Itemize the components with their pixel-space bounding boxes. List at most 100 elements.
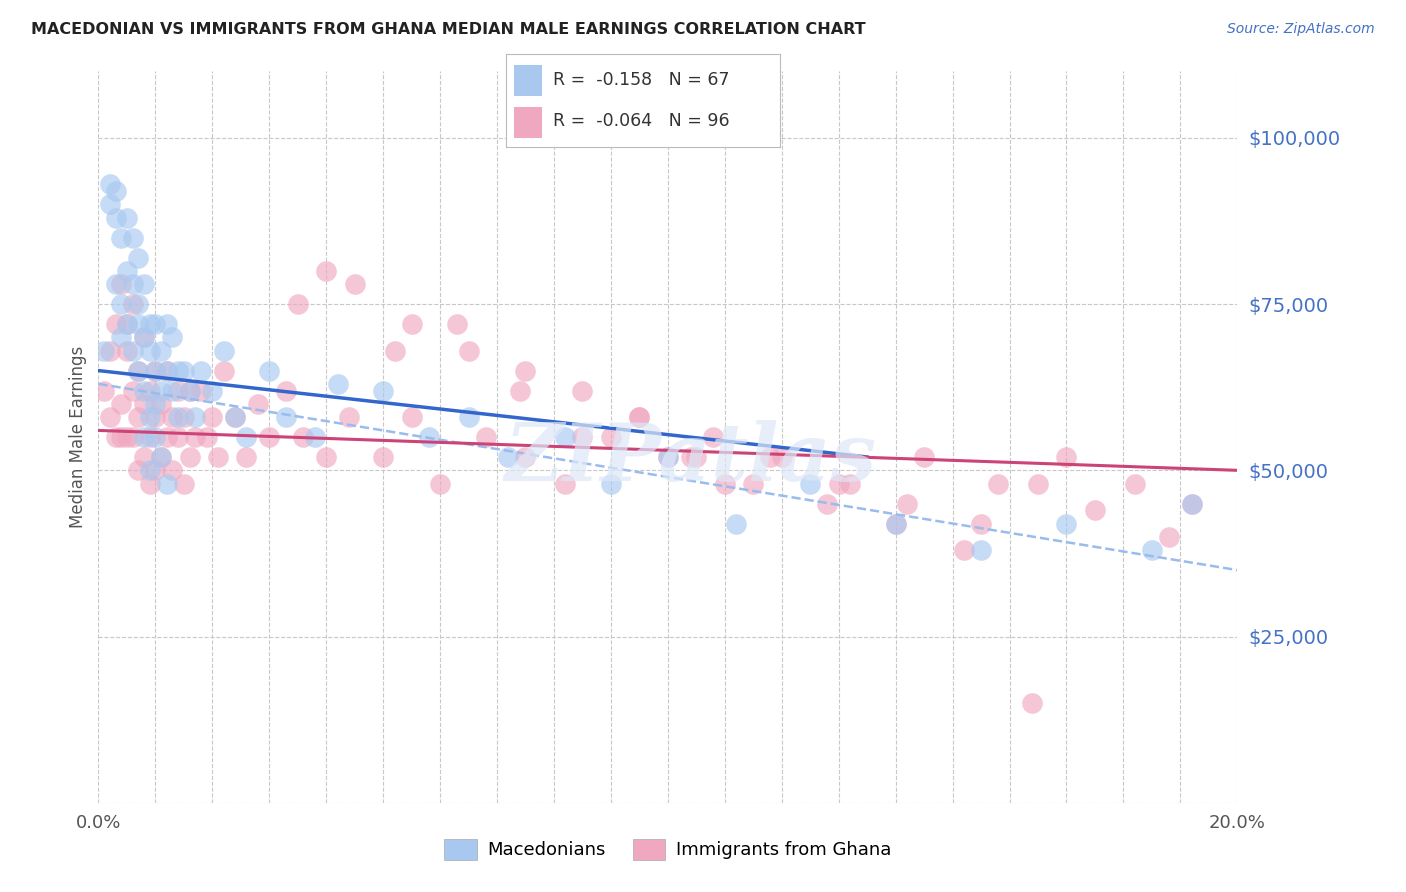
Point [685,450,707,464]
Text: R =  -0.158   N = 67: R = -0.158 N = 67 [553,71,730,89]
Point [132,450,155,464]
Point [127,463,149,477]
Point [987,476,1010,491]
Point [657,450,679,464]
Point [896,497,918,511]
Point [679,450,702,464]
Point [127,410,149,425]
Point [235,450,257,464]
Point [98,197,121,211]
Point [138,476,160,491]
Text: Source: ZipAtlas.com: Source: ZipAtlas.com [1227,22,1375,37]
Point [1026,476,1049,491]
Point [132,277,155,292]
Point [162,410,184,425]
Point [121,230,143,244]
Point [401,410,423,425]
Point [110,297,132,311]
Point [132,330,155,344]
Point [173,410,195,425]
Bar [515,107,541,138]
Point [138,430,160,444]
Point [138,317,160,331]
Point [127,363,149,377]
Point [702,430,724,444]
Point [446,317,468,331]
Point [912,450,935,464]
Point [162,463,184,477]
Point [110,230,132,244]
Point [201,384,224,398]
Point [110,397,132,411]
Point [104,277,127,292]
Point [110,430,132,444]
Legend: Macedonians, Immigrants from Ghana: Macedonians, Immigrants from Ghana [437,831,898,867]
Point [498,450,520,464]
Point [259,430,281,444]
Point [190,384,212,398]
Point [884,516,907,531]
Point [457,343,479,358]
Point [554,430,576,444]
Point [1021,696,1043,710]
Point [600,430,623,444]
Point [1157,530,1180,544]
Point [571,384,593,398]
Text: MACEDONIAN VS IMMIGRANTS FROM GHANA MEDIAN MALE EARNINGS CORRELATION CHART: MACEDONIAN VS IMMIGRANTS FROM GHANA MEDI… [31,22,866,37]
Point [304,430,326,444]
Point [162,330,184,344]
Point [195,430,218,444]
Point [628,410,651,425]
Point [121,384,143,398]
Point [184,410,207,425]
Point [742,476,765,491]
Point [150,450,173,464]
Point [515,363,537,377]
Point [509,384,531,398]
Point [110,330,132,344]
Point [173,476,195,491]
Text: ZIPatlas: ZIPatlas [505,420,877,498]
Point [384,343,406,358]
Point [179,384,201,398]
Point [953,543,976,558]
Point [138,410,160,425]
Point [145,363,167,377]
Point [167,363,190,377]
Point [429,476,451,491]
Point [1181,497,1204,511]
Point [1084,503,1107,517]
Point [235,430,257,444]
Point [145,363,167,377]
Point [292,430,315,444]
Point [326,376,349,391]
Point [224,410,246,425]
Point [828,476,851,491]
Point [770,450,793,464]
Point [600,476,623,491]
Point [725,516,748,531]
Point [184,430,207,444]
Point [714,476,737,491]
Point [190,363,212,377]
Point [474,430,496,444]
Point [179,450,201,464]
Point [115,430,138,444]
Point [167,384,190,398]
Point [276,410,298,425]
Point [150,450,173,464]
Point [970,516,993,531]
Point [167,430,190,444]
Point [121,343,143,358]
Point [127,297,149,311]
Point [110,277,132,292]
Point [343,277,366,292]
Point [179,384,201,398]
Point [145,317,167,331]
Point [815,497,838,511]
Point [132,430,155,444]
Point [1056,516,1078,531]
Point [121,277,143,292]
Point [121,430,143,444]
Point [115,343,138,358]
